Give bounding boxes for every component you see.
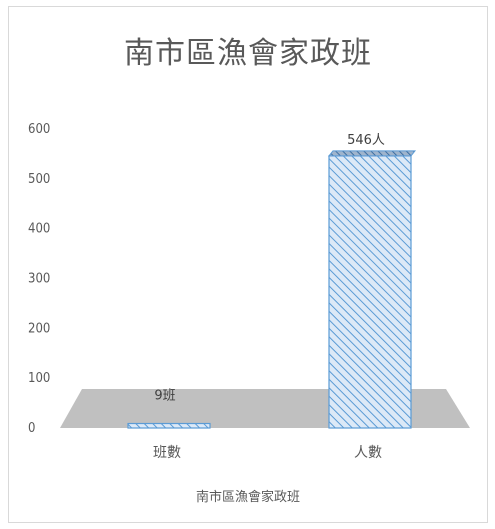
x-tick-label: 班數 [153,445,181,461]
bar-top-face [327,150,417,157]
chart-title: 南市區漁會家政班 [124,36,372,71]
y-tick-label: 200 [28,321,50,336]
data-label: 546人 [347,133,385,148]
y-tick-label: 100 [28,371,50,386]
y-tick-label: 0 [28,421,35,436]
y-tick-label: 300 [28,272,50,287]
data-label: 9班 [154,389,175,404]
y-tick-label: 400 [28,222,50,237]
x-tick-label: 人數 [354,445,382,461]
bar [328,155,412,429]
bar [127,422,211,429]
y-tick-label: 500 [28,172,50,187]
x-axis-title: 南市區漁會家政班 [195,490,300,505]
y-tick-label: 600 [28,122,50,137]
